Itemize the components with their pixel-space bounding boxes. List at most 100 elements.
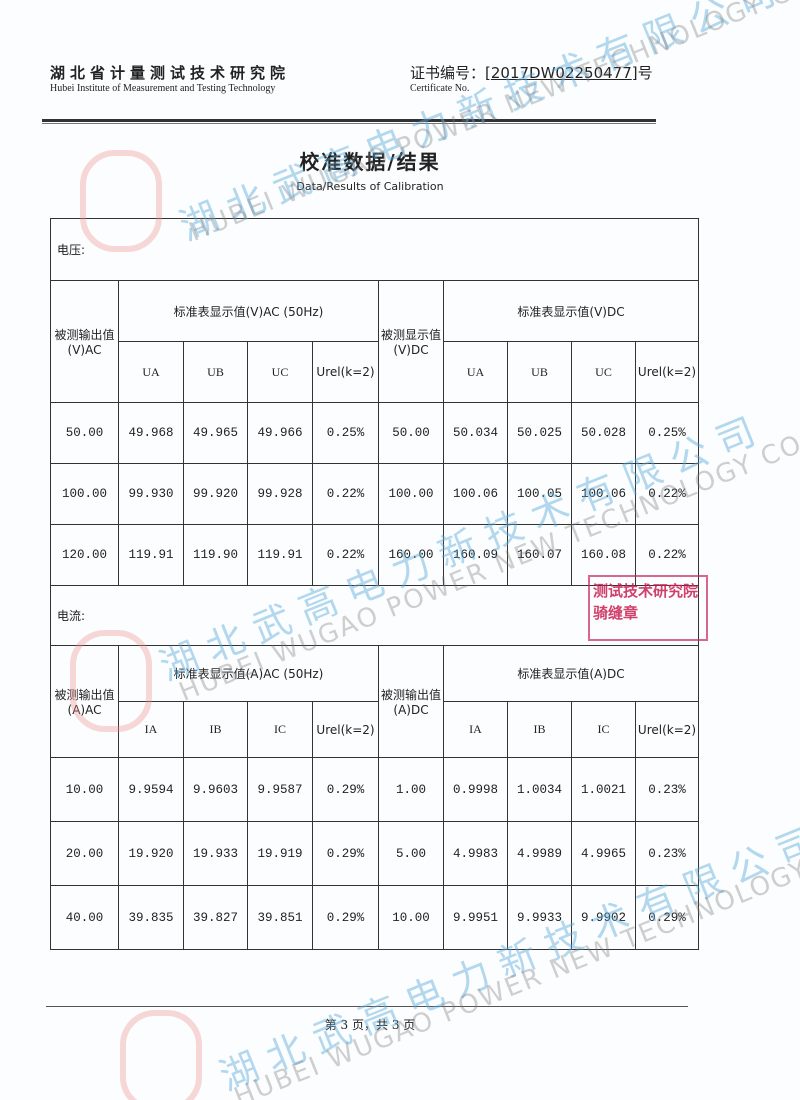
table-cell: 10.00 (50, 757, 119, 822)
table-cell: 19.933 (183, 821, 248, 886)
voltage-table: 电压: 被测输出值(V)AC 标准表显示值(V)AC (50Hz) 被测显示值(V)D… (50, 218, 699, 586)
table-cell: 99.930 (118, 463, 184, 525)
table-cell: 9.9933 (507, 885, 572, 950)
certificate-number: 证书编号：[2017DW02250477]号 (410, 62, 653, 83)
table-cell: 20.00 (50, 821, 119, 886)
table-cell: 1.0034 (507, 757, 572, 822)
stamp-line1: 测试技术研究院 (593, 582, 699, 600)
phase-header: IA (443, 701, 508, 758)
phase-header: UB (183, 341, 248, 403)
table-cell: 120.00 (50, 524, 119, 586)
table-cell: 100.00 (378, 463, 444, 525)
table-cell: 0.25% (635, 402, 699, 464)
table-cell: 0.25% (312, 402, 379, 464)
standard-dc-header: 标准表显示值(A)DC (443, 645, 699, 702)
phase-header: IC (247, 701, 313, 758)
standard-ac-header: 标准表显示值(A)AC (50Hz) (118, 645, 379, 702)
phase-header: UB (507, 341, 572, 403)
phase-header: UA (118, 341, 184, 403)
table-cell: 9.9594 (118, 757, 184, 822)
watermark-cn: 湖北武高电力新技术有限公司 (173, 0, 793, 250)
table-cell: 119.91 (118, 524, 184, 586)
table-cell: 10.00 (378, 885, 444, 950)
table-cell: 4.9989 (507, 821, 572, 886)
seal-stamp: 测试技术研究院 骑缝章 (588, 575, 708, 641)
table-cell: 0.29% (635, 885, 699, 950)
table-cell: 50.00 (378, 402, 444, 464)
urel-header: Urel(k=2) (312, 701, 379, 758)
header-rule-thin (42, 123, 656, 124)
table-cell: 160.09 (443, 524, 508, 586)
table-row: 100.00 99.930 99.920 99.928 0.22% 100.00 100.0… (50, 463, 699, 525)
table-cell: 119.90 (183, 524, 248, 586)
cert-number-value: 2017DW02250477 (490, 64, 632, 82)
table-cell: 100.05 (507, 463, 572, 525)
table-cell: 0.22% (312, 463, 379, 525)
urel-header: Urel(k=2) (312, 341, 379, 403)
page-number: 第 3 页，共 3 页 (324, 1018, 416, 1032)
table-cell: 0.23% (635, 757, 699, 822)
table-cell: 100.06 (571, 463, 636, 525)
table-row: 120.00 119.91 119.90 119.91 0.22% 160.00 160.0… (50, 524, 699, 586)
header-rule (42, 119, 656, 122)
table-cell: 40.00 (50, 885, 119, 950)
standard-ac-header: 标准表显示值(V)AC (50Hz) (118, 280, 379, 342)
table-cell: 39.827 (183, 885, 248, 950)
page-subtitle: Data/Results of Calibration (296, 180, 444, 193)
cert-label: 证书编号：[ (410, 64, 491, 82)
table-cell: 49.966 (247, 402, 313, 464)
tested-ac-header: 被测输出值(V)AC (50, 280, 119, 403)
table-cell: 50.028 (571, 402, 636, 464)
table-cell: 0.22% (635, 463, 699, 525)
urel-header: Urel(k=2) (635, 701, 699, 758)
table-cell: 1.00 (378, 757, 444, 822)
table-cell: 50.025 (507, 402, 572, 464)
table-cell: 0.29% (312, 821, 379, 886)
table-row: 50.00 49.968 49.965 49.966 0.25% 50.00 50.034 5… (50, 402, 699, 464)
table-cell: 39.835 (118, 885, 184, 950)
tested-dc-header: 被测显示值(V)DC (378, 280, 444, 403)
table-cell: 9.9902 (571, 885, 636, 950)
table-cell: 19.919 (247, 821, 313, 886)
standard-dc-header: 标准表显示值(V)DC (443, 280, 699, 342)
table-cell: 100.06 (443, 463, 508, 525)
table-cell: 99.920 (183, 463, 248, 525)
table-row: 20.00 19.920 19.933 19.919 0.29% 5.00 4.9983 4.… (50, 821, 699, 886)
stamp-line2: 骑缝章 (593, 604, 639, 622)
table-cell: 100.00 (50, 463, 119, 525)
table-cell: 9.9951 (443, 885, 508, 950)
table-cell: 4.9983 (443, 821, 508, 886)
phase-header: IB (183, 701, 248, 758)
cert-label-en: Certificate No. (410, 83, 470, 94)
section-label: 电流: (50, 585, 699, 646)
table-cell: 9.9603 (183, 757, 248, 822)
current-table: 电流: 被测输出值(A)AC 标准表显示值(A)AC (50Hz) 被测输出值(A)D… (50, 585, 699, 950)
table-cell: 0.9998 (443, 757, 508, 822)
table-row: 40.00 39.835 39.827 39.851 0.29% 10.00 9.9951 9… (50, 885, 699, 950)
table-cell: 50.034 (443, 402, 508, 464)
table-row: 10.00 9.9594 9.9603 9.9587 0.29% 1.00 0.9998 1.… (50, 757, 699, 822)
table-cell: 5.00 (378, 821, 444, 886)
institute-name-en: Hubei Institute of Measurement and Testi… (50, 83, 276, 94)
table-cell: 49.968 (118, 402, 184, 464)
table-cell: 160.07 (507, 524, 572, 586)
section-label: 电压: (50, 218, 699, 281)
phase-header: UC (247, 341, 313, 403)
table-cell: 49.965 (183, 402, 248, 464)
phase-header: UC (571, 341, 636, 403)
phase-header: UA (443, 341, 508, 403)
table-cell: 39.851 (247, 885, 313, 950)
tested-dc-header: 被测输出值(A)DC (378, 645, 444, 758)
phase-header: IB (507, 701, 572, 758)
page-title: 校准数据/结果 (299, 150, 441, 174)
table-cell: 4.9965 (571, 821, 636, 886)
phase-header: IA (118, 701, 184, 758)
table-cell: 0.29% (312, 757, 379, 822)
phase-header: IC (571, 701, 636, 758)
table-cell: 0.29% (312, 885, 379, 950)
footer-rule (46, 1006, 688, 1007)
table-cell: 1.0021 (571, 757, 636, 822)
cert-suffix: ]号 (631, 64, 653, 82)
urel-header: Urel(k=2) (635, 341, 699, 403)
